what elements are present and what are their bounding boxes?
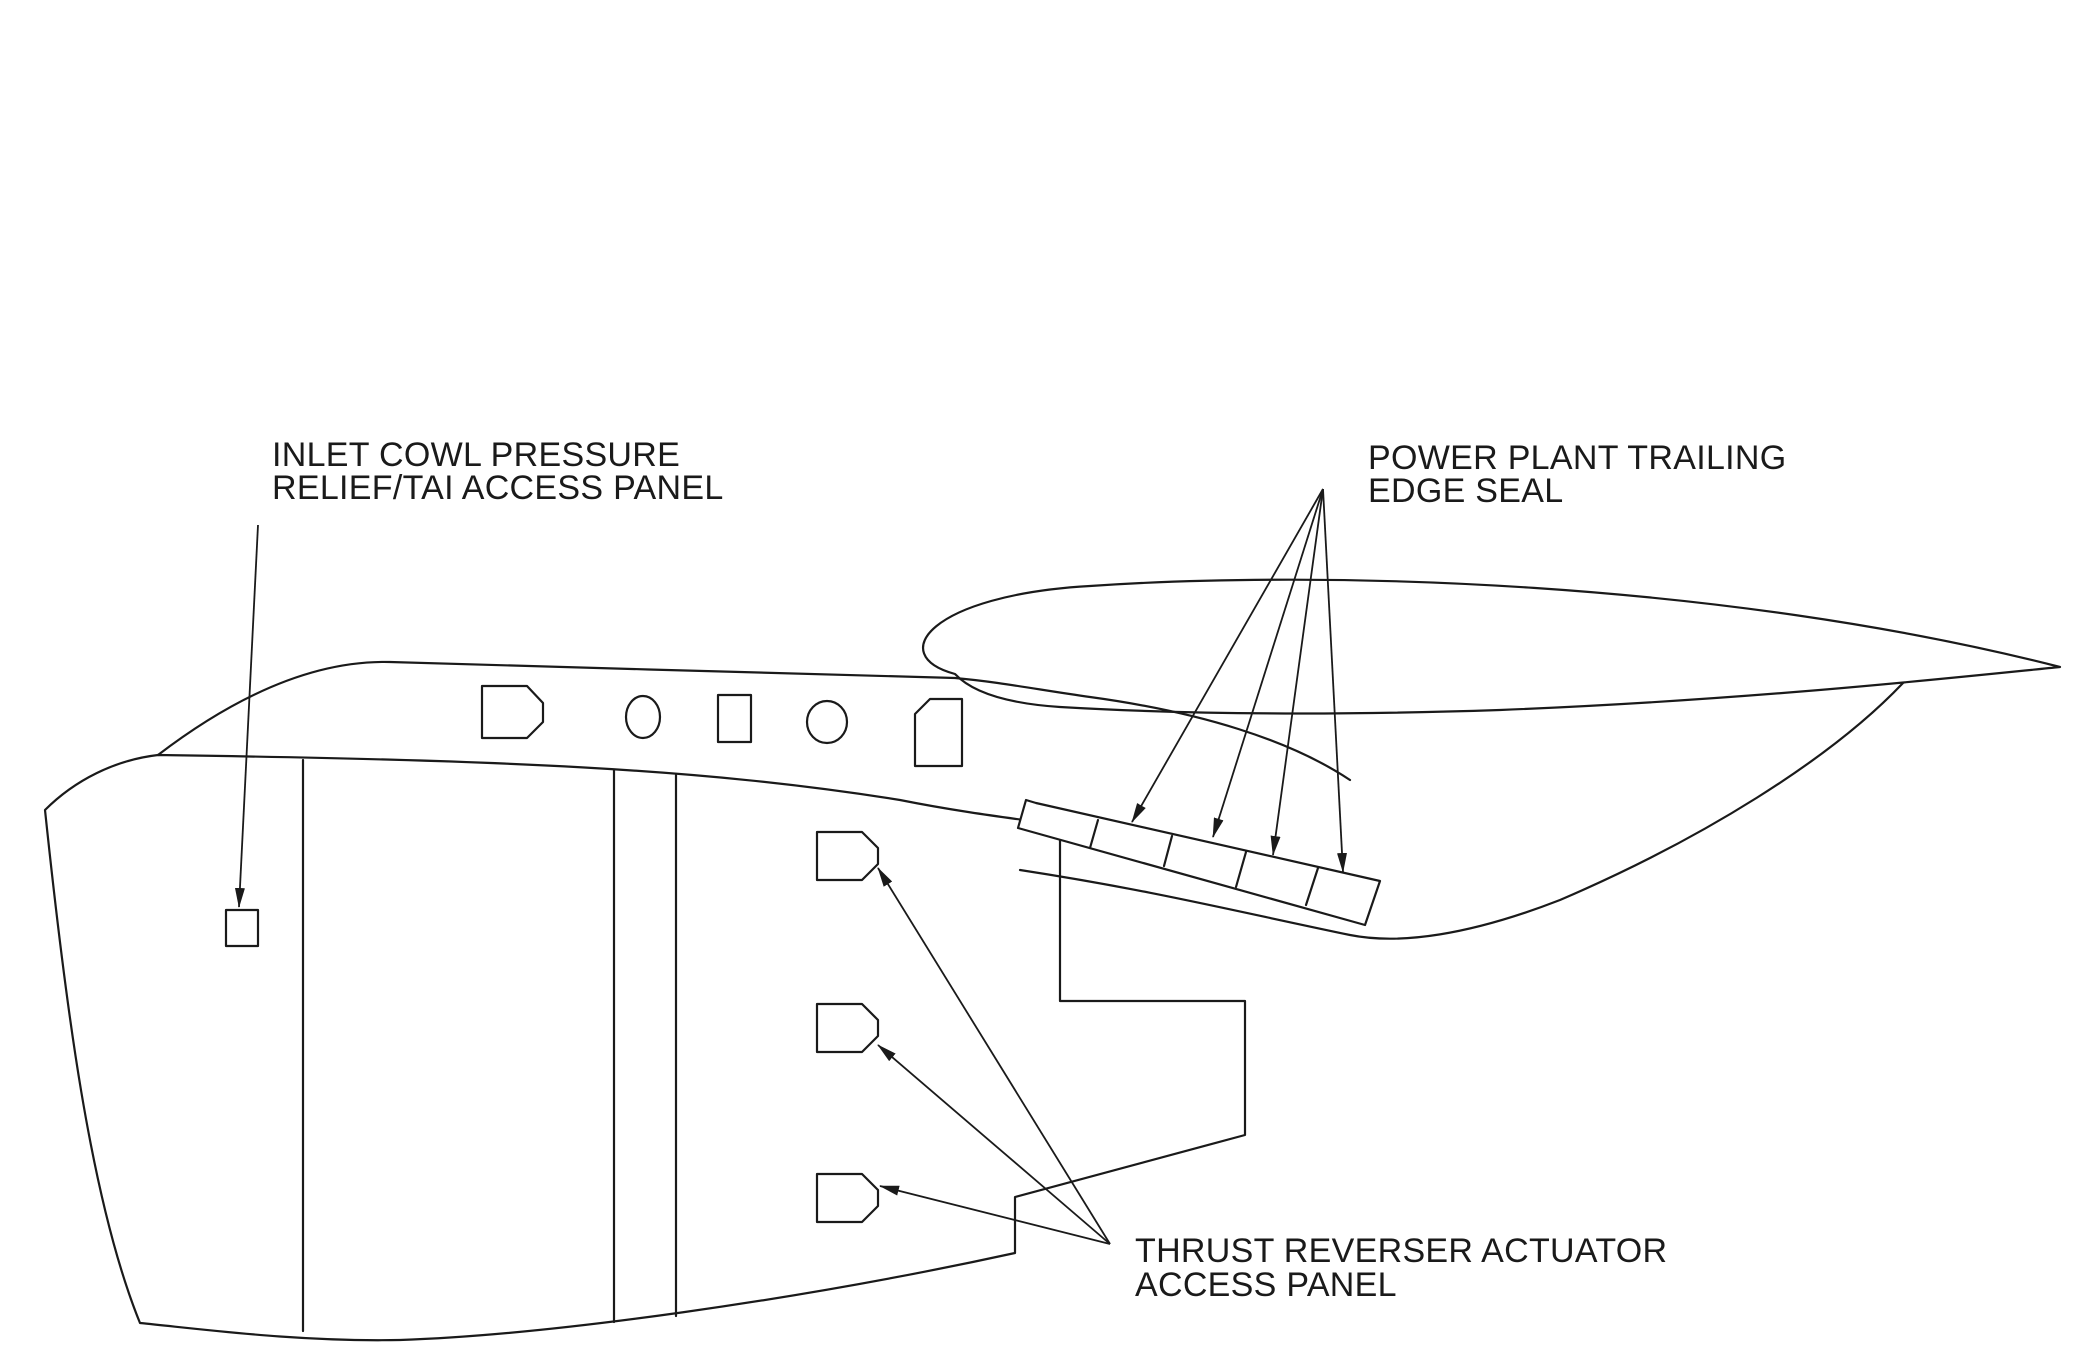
wing-lower-surface (1018, 681, 1905, 940)
inlet-cowl-label-line2: RELIEF/TAI ACCESS PANEL (272, 469, 724, 507)
seal-leader-1 (1131, 488, 1324, 823)
thrust-reverser-leader-3 (879, 1185, 1111, 1245)
upper-rect-panel (716, 693, 753, 744)
upper-access-panel-1 (480, 684, 545, 740)
seal-leader-2 (1212, 488, 1324, 838)
upper-access-panel-2 (913, 697, 964, 768)
upper-cowl-outline (156, 660, 1352, 782)
nacelle-body-outline (43, 753, 1247, 1342)
inlet-cowl-leader (234, 524, 259, 908)
seal-segment-divider-1 (1088, 818, 1100, 850)
seal-leader-3 (1270, 488, 1324, 856)
trailing-edge-seal-label-line1: POWER PLANT TRAILING (1368, 439, 1787, 477)
thrust-reverser-leader-1 (877, 867, 1111, 1245)
thrust-reverser-panel-1 (815, 830, 880, 882)
upper-round-panel-1 (624, 694, 662, 740)
thrust-reverser-label-line2: ACCESS PANEL (1135, 1266, 1397, 1304)
inlet-cowl-label-line1: INLET COWL PRESSURE (272, 436, 680, 474)
trailing-edge-seal (1016, 798, 1382, 927)
wing-pylon-outline (922, 578, 2062, 715)
upper-round-panel-2 (805, 699, 849, 745)
seal-segment-divider-2 (1162, 834, 1174, 868)
thrust-reverser-panel-2 (815, 1002, 880, 1054)
inlet-cowl-access-panel (224, 908, 260, 948)
thrust-reverser-label-line1: THRUST REVERSER ACTUATOR (1135, 1232, 1667, 1270)
seal-segment-divider-4 (1304, 866, 1320, 907)
trailing-edge-seal-label-line2: EDGE SEAL (1368, 472, 1563, 510)
seal-segment-divider-3 (1234, 850, 1248, 889)
thrust-reverser-panel-3 (815, 1172, 880, 1224)
seal-leader-4 (1322, 488, 1348, 873)
thrust-reverser-leader-2 (877, 1044, 1111, 1245)
